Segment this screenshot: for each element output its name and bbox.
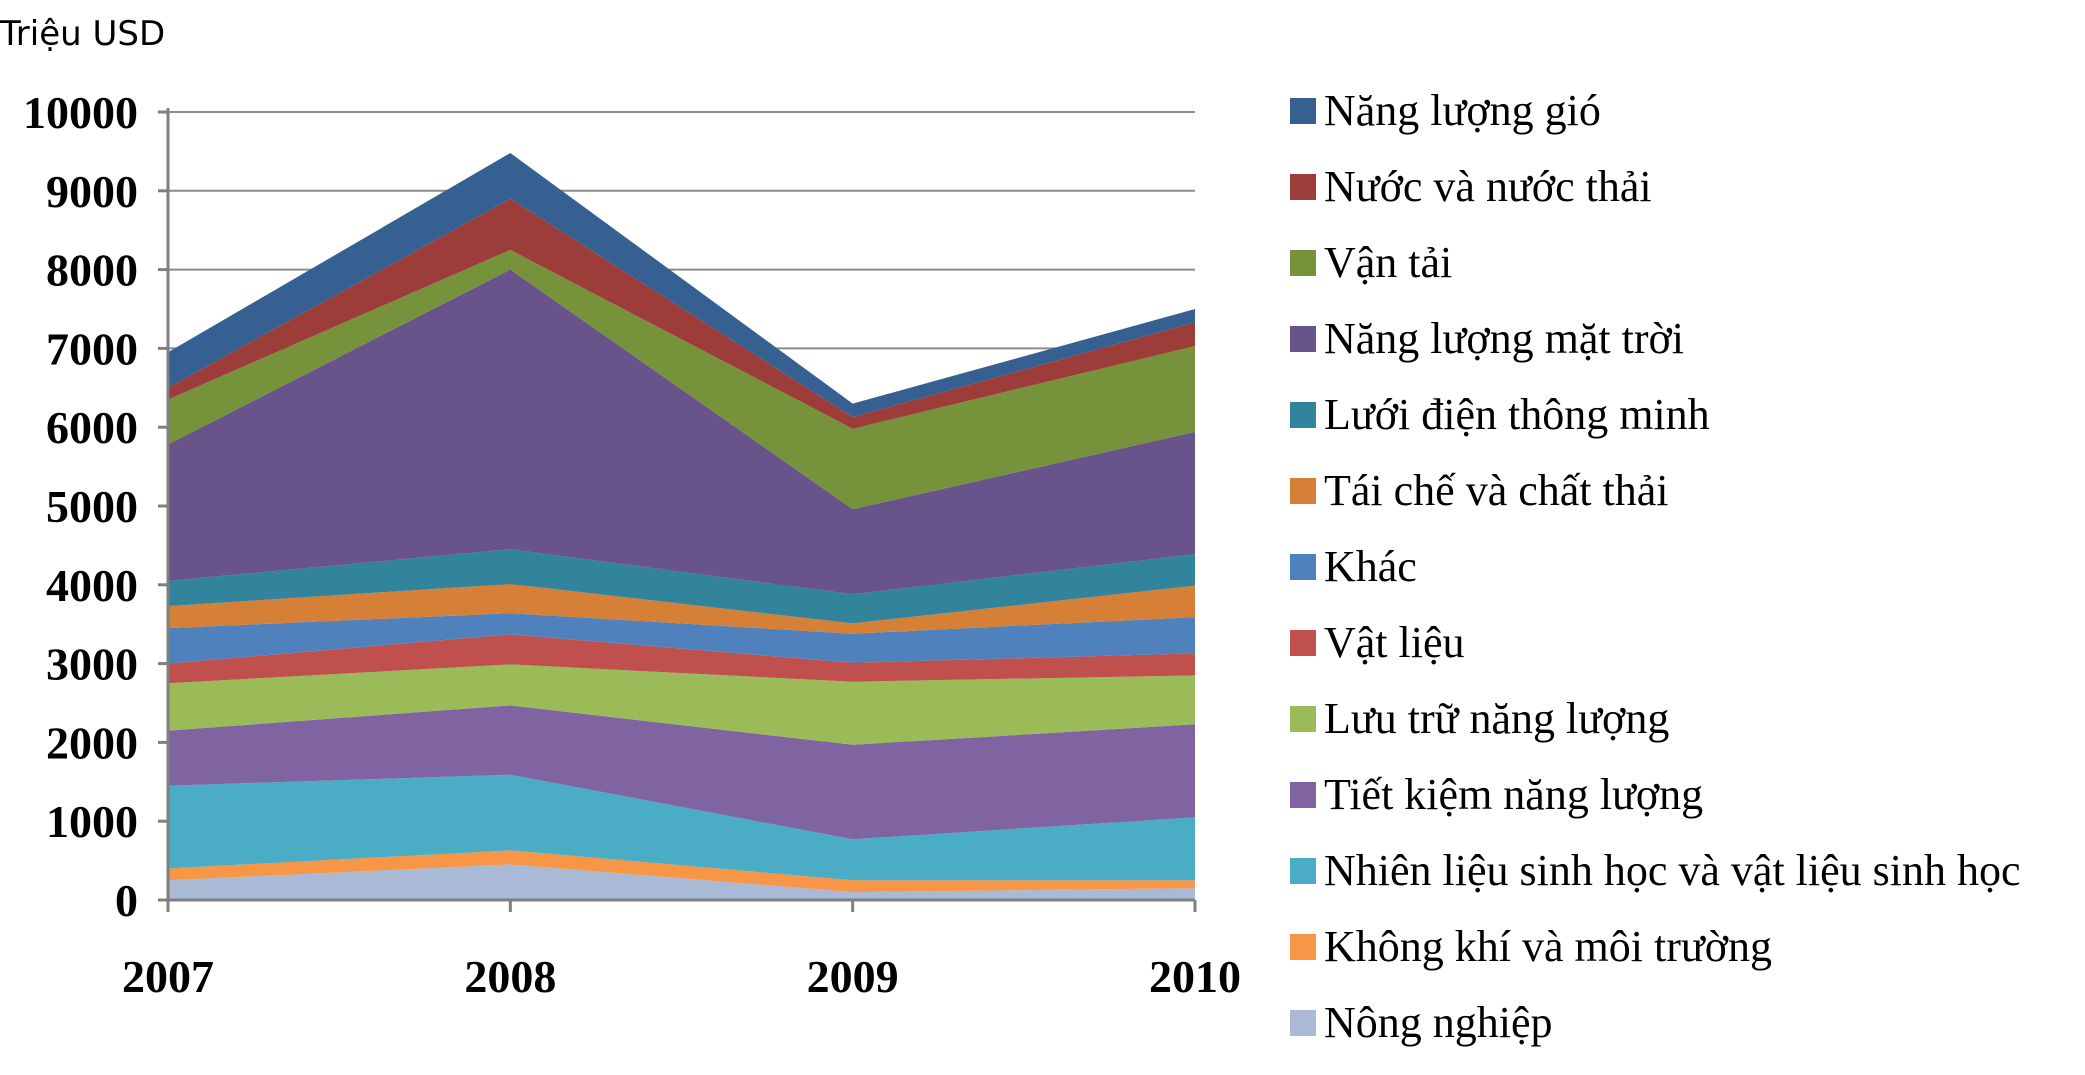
y-tick-label: 6000 — [46, 402, 138, 453]
legend-label: Nông nghiệp — [1324, 998, 1553, 1047]
area-series-3 — [168, 705, 1195, 840]
area-series-10 — [168, 249, 1195, 510]
area-series-7 — [168, 584, 1195, 634]
x-tick-label: 2008 — [464, 951, 556, 1002]
legend-label: Nước và nước thải — [1324, 162, 1652, 211]
legend-swatch — [1290, 250, 1316, 276]
legend-swatch — [1290, 1010, 1316, 1036]
legend-label: Vận tải — [1324, 238, 1452, 287]
y-tick-label: 3000 — [46, 639, 138, 690]
area-layers — [168, 153, 1195, 900]
area-series-12 — [168, 153, 1195, 417]
legend-swatch — [1290, 98, 1316, 124]
area-series-9 — [168, 269, 1195, 595]
legend-label: Tiết kiệm năng lượng — [1324, 770, 1703, 819]
legend-swatch — [1290, 478, 1316, 504]
area-series-1 — [168, 850, 1195, 893]
y-axis-unit-label: Triệu USD — [0, 14, 165, 54]
legend-label: Lưới điện thông minh — [1324, 390, 1710, 439]
y-tick-label: 9000 — [46, 166, 138, 217]
legend-swatch — [1290, 858, 1316, 884]
x-tick-label: 2007 — [122, 951, 214, 1002]
legend-label: Nhiên liệu sinh học và vật liệu sinh học — [1324, 846, 2021, 895]
area-series-11 — [168, 198, 1195, 429]
legend-swatch — [1290, 630, 1316, 656]
y-tick-labels: 0 1000 2000 3000 4000 5000 6000 7000 8000 9000 100… — [23, 87, 138, 926]
area-series-5 — [168, 634, 1195, 684]
legend-swatch — [1290, 174, 1316, 200]
y-tick-label: 8000 — [46, 245, 138, 296]
legend-swatch — [1290, 554, 1316, 580]
legend-label: Khác — [1324, 542, 1417, 591]
area-series-2 — [168, 774, 1195, 881]
axes — [158, 108, 1197, 912]
y-tick-label: 0 — [115, 875, 138, 926]
area-series-0 — [168, 864, 1195, 900]
y-tick-label: 10000 — [23, 87, 138, 138]
y-tick-label: 7000 — [46, 323, 138, 374]
y-tick-label: 4000 — [46, 560, 138, 611]
legend-label: Năng lượng gió — [1324, 86, 1601, 135]
legend-label: Không khí và môi trường — [1324, 922, 1772, 971]
x-tick-label: 2010 — [1149, 951, 1241, 1002]
legend-swatch — [1290, 934, 1316, 960]
legend-label: Tái chế và chất thải — [1324, 466, 1668, 515]
legend-label: Năng lượng mặt trời — [1324, 314, 1684, 363]
area-series-8 — [168, 549, 1195, 624]
legend-swatch — [1290, 706, 1316, 732]
legend-label: Vật liệu — [1324, 618, 1465, 667]
y-tick-label: 5000 — [46, 481, 138, 532]
legend-swatch — [1290, 402, 1316, 428]
area-series-4 — [168, 664, 1195, 745]
legend-label: Lưu trữ năng lượng — [1324, 694, 1669, 743]
legend-swatch — [1290, 782, 1316, 808]
y-tick-label: 1000 — [46, 796, 138, 847]
y-tick-label: 2000 — [46, 717, 138, 768]
area-series-6 — [168, 613, 1195, 664]
x-tick-label: 2009 — [807, 951, 899, 1002]
legend: Năng lượng gió Nước và nước thải Vận tải Nă… — [1290, 86, 2021, 1047]
x-tick-labels: 2007 2008 2009 2010 — [122, 951, 1241, 1002]
legend-swatch — [1290, 326, 1316, 352]
